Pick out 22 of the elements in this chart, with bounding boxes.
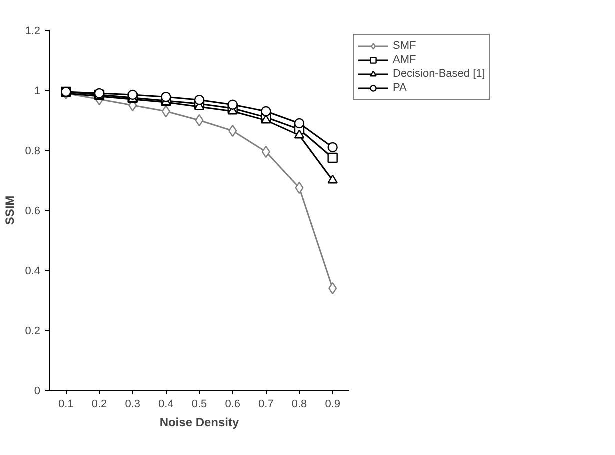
x-tick-label: 0.2 bbox=[92, 398, 108, 410]
x-tick-label: 0.7 bbox=[258, 398, 274, 410]
y-axis-title: SSIM bbox=[3, 196, 18, 226]
legend-label: PA bbox=[393, 81, 408, 95]
y-tick-label: 0.4 bbox=[25, 266, 41, 278]
x-tick-label: 0.8 bbox=[292, 398, 308, 410]
y-tick-label: 1.2 bbox=[25, 26, 41, 38]
y-tick-label: 0.2 bbox=[25, 326, 41, 338]
x-tick-label: 0.5 bbox=[192, 398, 208, 410]
x-tick-label: 0.1 bbox=[58, 398, 74, 410]
legend-label: SMF bbox=[393, 39, 416, 53]
legend-label: AMF bbox=[393, 53, 416, 67]
x-tick-label: 0.4 bbox=[158, 398, 174, 410]
y-tick-label: 1 bbox=[34, 86, 41, 98]
y-tick-label: 0 bbox=[34, 386, 41, 398]
x-axis-title: Noise Density bbox=[160, 416, 240, 430]
x-tick-label: 0.9 bbox=[325, 398, 340, 410]
y-tick-label: 0.6 bbox=[25, 206, 41, 218]
x-tick-label: 0.6 bbox=[225, 398, 240, 410]
x-tick-label: 0.3 bbox=[125, 398, 140, 410]
y-tick-label: 0.8 bbox=[25, 146, 41, 158]
legend-label: Decision-Based [1] bbox=[393, 67, 486, 81]
